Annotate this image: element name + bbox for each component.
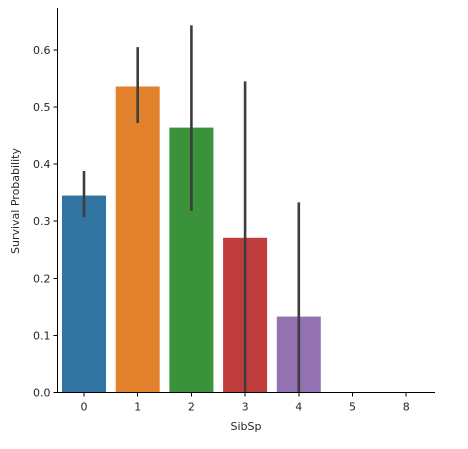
x-tick-label-3: 3 bbox=[242, 401, 249, 414]
x-tick-label-4: 4 bbox=[295, 401, 302, 414]
bar-1 bbox=[115, 86, 160, 393]
y-tick-label-0.6: 0.6 bbox=[33, 44, 51, 57]
error-bars-layer bbox=[82, 25, 301, 393]
x-tick-label-8: 8 bbox=[403, 401, 410, 414]
y-tick-label-0.3: 0.3 bbox=[33, 215, 51, 228]
y-tick-label-0.5: 0.5 bbox=[33, 101, 51, 114]
x-ticks: 0 1 2 3 4 5 8 bbox=[81, 392, 410, 414]
y-tick-label-0.4: 0.4 bbox=[33, 158, 51, 171]
x-tick-label-1: 1 bbox=[134, 401, 141, 414]
x-tick-label-2: 2 bbox=[188, 401, 195, 414]
bar-0 bbox=[62, 195, 106, 393]
y-tick-label-0.2: 0.2 bbox=[33, 272, 51, 285]
x-tick-label-0: 0 bbox=[81, 401, 88, 414]
y-ticks: 0.0 0.1 0.2 0.3 0.4 0.5 0.6 bbox=[33, 44, 58, 400]
y-tick-label-0.0: 0.0 bbox=[33, 387, 51, 400]
y-axis-label: Survival Probability bbox=[9, 148, 22, 254]
y-tick-label-0.1: 0.1 bbox=[33, 329, 51, 342]
x-axis-label: SibSp bbox=[231, 420, 262, 433]
x-tick-label-5: 5 bbox=[349, 401, 356, 414]
